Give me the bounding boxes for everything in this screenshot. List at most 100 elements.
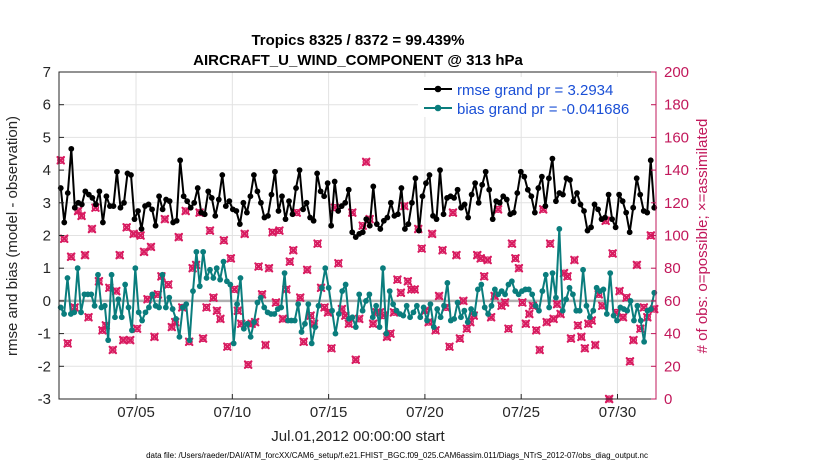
obs-possible-marker (227, 254, 235, 263)
obs-possible-marker (577, 333, 586, 341)
obs-possible-marker (553, 300, 561, 308)
obs-assimilated-marker (295, 293, 305, 302)
obs-possible-marker (199, 334, 207, 343)
bias-point (129, 327, 135, 334)
obs-assimilated-marker (518, 298, 527, 307)
rmse-point (363, 216, 370, 223)
obs-possible-marker (456, 334, 464, 343)
bias-point (305, 301, 312, 308)
obs-possible-marker (591, 341, 599, 349)
bias-point (234, 301, 240, 308)
right-axis-ticks: 0 20 40 60 80 100 120 140 160 180 200 (651, 64, 689, 408)
obs-possible-marker (334, 259, 343, 267)
obs-assimilated-marker (514, 263, 524, 273)
rmse-point (103, 193, 110, 200)
bias-point (91, 302, 98, 309)
bias-point (600, 286, 607, 293)
obs-assimilated-marker (403, 276, 413, 286)
bias-point (491, 286, 498, 293)
bias-point (101, 302, 108, 309)
rmse-point (180, 193, 187, 200)
legend-bias-label: bias grand pr = -0.041686 (457, 101, 629, 118)
bias-point (614, 317, 620, 324)
bias-point (631, 317, 637, 324)
obs-assimilated-marker (118, 335, 128, 345)
obs-assimilated-marker (552, 299, 562, 309)
rmse-point (423, 180, 429, 187)
obs-possible-marker (504, 325, 513, 333)
obs-possible-marker (213, 307, 221, 315)
obs-assimilated-marker (63, 339, 72, 348)
x-tick-label: 07/25 (502, 404, 540, 421)
bias-point (424, 317, 430, 324)
obs-possible-marker (268, 228, 277, 236)
obs-assimilated-marker (174, 232, 184, 242)
obs-possible-marker (532, 326, 540, 334)
bias-point (186, 337, 193, 344)
rmse-point (121, 199, 127, 206)
obs-assimilated-marker (129, 229, 138, 239)
obs-assimilated-marker (410, 285, 420, 294)
rmse-point (191, 199, 198, 206)
rmse-point (114, 168, 120, 175)
obs-assimilated-marker (368, 319, 378, 329)
obs-possible-marker (123, 223, 131, 231)
bias-point (145, 304, 152, 311)
rmse-point (454, 186, 461, 193)
obs-assimilated-marker (476, 254, 486, 263)
bias-point (390, 301, 397, 308)
rmse-point (394, 211, 401, 218)
obs-assimilated-marker (629, 335, 638, 345)
bias-point (502, 291, 508, 298)
rmse-point (96, 188, 103, 195)
obs-assimilated-marker (452, 250, 461, 260)
obs-possible-marker (477, 254, 485, 263)
y-tick-label: 6 (43, 97, 51, 114)
obs-possible-marker (369, 320, 377, 328)
obs-assimilated-marker (535, 345, 545, 355)
rmse-point (398, 185, 405, 191)
rmse-point (279, 193, 285, 200)
obs-possible-marker (487, 313, 495, 321)
rmse-point (535, 185, 542, 191)
bias-point (366, 291, 373, 298)
obs-possible-marker (74, 207, 82, 215)
rmse-point (377, 226, 384, 232)
obs-possible-marker (435, 292, 443, 300)
obs-assimilated-marker (590, 340, 600, 350)
obs-possible-marker (411, 285, 419, 294)
bias-point (569, 291, 576, 298)
bias-point (485, 311, 491, 317)
obs-possible-marker (57, 156, 65, 164)
bias-point (227, 281, 234, 288)
obs-assimilated-marker (396, 288, 406, 298)
rmse-point (553, 198, 559, 205)
rmse-point (465, 214, 472, 221)
rmse-point (619, 198, 626, 205)
bias-point (169, 306, 176, 312)
y2-tick-label: 60 (664, 293, 681, 310)
bias-point (61, 311, 67, 317)
y2-tick-label: 40 (664, 326, 681, 343)
bias-point (312, 324, 318, 330)
rmse-point (201, 211, 208, 218)
bias-point (149, 291, 156, 298)
bias-point (115, 296, 122, 303)
bias-point (546, 304, 553, 311)
bias-point (166, 294, 173, 301)
obs-assimilated-marker (115, 250, 125, 260)
obs-assimilated-marker (209, 293, 218, 302)
rmse-point (609, 216, 616, 223)
bias-point (634, 302, 641, 309)
bias-point (329, 307, 335, 314)
bias-point (342, 281, 349, 288)
obs-possible-marker (563, 272, 572, 281)
obs-assimilated-marker (542, 317, 551, 327)
obs-possible-marker (549, 315, 558, 323)
bias-point (332, 330, 339, 337)
bias-point (237, 275, 244, 281)
obs-possible-marker (640, 303, 648, 312)
bias-series (57, 226, 658, 347)
rmse-point (524, 186, 531, 193)
bias-point (139, 317, 146, 324)
